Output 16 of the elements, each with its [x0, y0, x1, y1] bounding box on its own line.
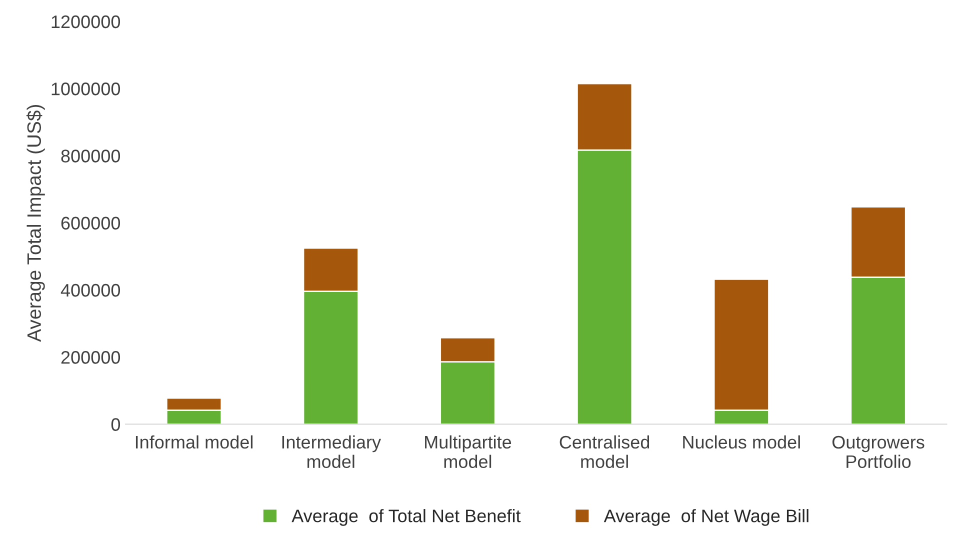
legend-label: Average of Net Wage Bill — [604, 509, 808, 526]
y-tick-label: 1200000 — [52, 15, 120, 28]
legend-label: Average of Total Net Benefit — [292, 509, 521, 526]
y-tick-label: 800000 — [61, 150, 120, 162]
y-tick-label: 600000 — [61, 216, 120, 230]
y-axis-title: Average Total Impact (US$) — [26, 104, 45, 342]
y-tick-label: 400000 — [60, 284, 120, 297]
y-tick-label: 200000 — [61, 351, 120, 364]
x-tick-label: Intermediary model — [282, 435, 381, 468]
x-tick-label: Centralised model — [560, 435, 650, 468]
y-tick-label: 0 — [111, 418, 120, 431]
x-tick-label: Outgrowers Portfolio — [832, 436, 924, 468]
x-tick-label: Informal model — [136, 435, 253, 449]
x-tick-label: Nucleus model — [683, 435, 800, 449]
y-tick-label: 1000000 — [52, 82, 120, 96]
x-tick-label: Multipartite model — [425, 435, 512, 468]
